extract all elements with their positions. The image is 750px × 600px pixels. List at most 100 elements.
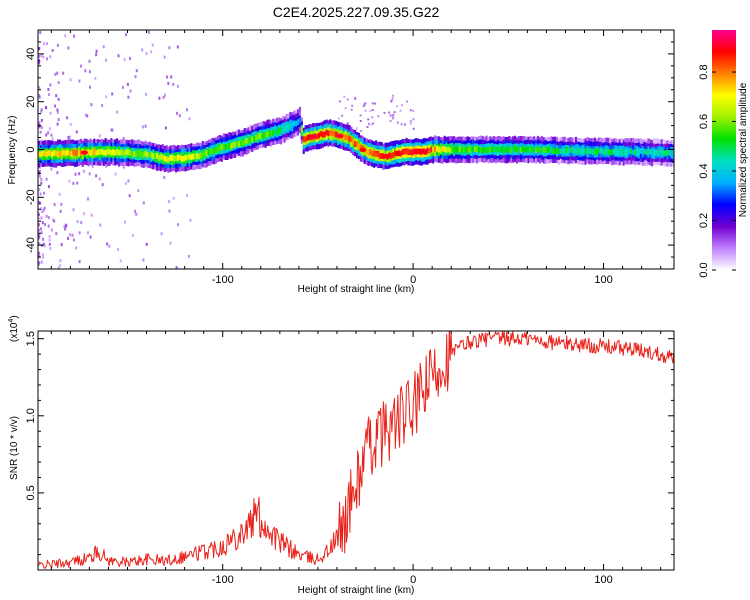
spectrogram-cell [300, 126, 303, 133]
spectrogram-noise-cell [57, 266, 60, 269]
spectrogram-cell [493, 146, 496, 153]
spectrogram-cell [508, 146, 511, 153]
spectrogram-cell [611, 149, 614, 155]
spectrogram-noise-cell [65, 224, 68, 228]
spectrogram-cell [599, 147, 602, 154]
spectrogram-noise-cell [64, 34, 67, 38]
spectrogram-noise-cell [362, 105, 365, 108]
spectrogram-cell [380, 153, 383, 159]
spectrogram-cell [45, 151, 48, 158]
spectrogram-cell [283, 124, 286, 131]
spectrogram-noise-cell [396, 121, 399, 124]
spectrogram-noise-cell [69, 78, 72, 82]
snr-marks [38, 331, 674, 569]
spectrogram-noise-cell [47, 216, 50, 220]
spectrogram-cell [131, 151, 134, 158]
spectrogram-noise-cell [39, 192, 42, 196]
spectrogram-noise-cell [59, 264, 62, 268]
spectrogram-cell [64, 150, 67, 157]
spectrogram-cell [614, 148, 618, 155]
spectrogram-noise-cell [80, 221, 83, 225]
spectrogram-cell [129, 150, 132, 156]
spectrogram-noise-cell [360, 130, 363, 132]
spectrogram-noise-cell [82, 212, 85, 216]
spectrogram-cell [563, 148, 566, 155]
spectrogram-cell [514, 145, 517, 152]
spectrogram-cell [329, 129, 332, 136]
spectrogram-noise-cell [42, 255, 45, 259]
spectrogram-noise-cell [40, 125, 43, 129]
spectrogram-noise-cell [124, 220, 126, 224]
spectrogram-noise-cell [40, 178, 43, 181]
spectrogram-noise-cell [38, 175, 41, 178]
spectrogram-ytick-label: -40 [25, 237, 37, 253]
spectrogram-noise-cell [45, 42, 48, 46]
spectrogram-noise-cell [374, 102, 377, 105]
spectrogram-cell [154, 153, 157, 159]
spectrogram-cell [356, 141, 359, 147]
colorbar-tick-label: 0.6 [698, 114, 710, 129]
spectrogram-cell [119, 149, 122, 156]
spectrogram-noise-cell [54, 104, 57, 108]
spectrogram-cell [178, 154, 181, 161]
spectrogram-noise-cell [73, 34, 76, 38]
spectrogram-cell [426, 147, 429, 154]
spectrogram-cell [100, 148, 103, 155]
spectrogram-cell [123, 150, 126, 157]
spectrogram-cell [630, 148, 633, 155]
spectrogram-noise-cell [38, 59, 40, 63]
spectrogram-noise-cell [117, 54, 120, 58]
spectrogram-noise-cell [119, 259, 122, 263]
spectrogram-cell [213, 147, 216, 154]
spectrogram-noise-cell [188, 117, 191, 121]
spectrogram-cell [228, 143, 231, 149]
spectrogram-noise-cell [40, 227, 42, 231]
spectrogram-noise-cell [75, 246, 78, 250]
spectrogram-cell [211, 148, 214, 155]
spectrogram-cell [53, 149, 56, 156]
spectrogram-cell [447, 146, 450, 153]
spectrogram-noise-cell [359, 120, 362, 122]
spectrogram-cell [533, 146, 536, 153]
spectrogram-cell [666, 149, 669, 156]
snr-scale-exponent: 4 [8, 319, 15, 323]
spectrogram-peak [403, 149, 410, 155]
spectrogram-cell [571, 147, 574, 153]
spectrogram-cell [175, 155, 178, 162]
spectrogram-noise-cell [56, 71, 59, 75]
spectrogram-noise-cell [76, 181, 79, 185]
spectrogram-cell [295, 120, 298, 127]
spectrogram-noise-cell [42, 208, 45, 212]
spectrogram-cell [140, 151, 143, 158]
spectrogram-cell [567, 148, 570, 154]
spectrogram-noise-cell [117, 248, 120, 251]
spectrogram-ytick-label: 0 [25, 146, 37, 152]
spectrogram-ytick-label: 20 [25, 96, 37, 108]
spectrogram-cell [378, 153, 381, 159]
spectrogram-noise-cell [123, 58, 126, 62]
spectrogram-noise-cell [48, 93, 50, 96]
spectrogram-noise-cell [47, 131, 50, 135]
spectrogram-cell [272, 130, 275, 136]
spectrogram-noise-cell [56, 171, 59, 175]
spectrogram-cell [586, 147, 589, 154]
spectrogram-noise-cell [369, 109, 372, 112]
spectrogram-noise-cell [125, 33, 127, 37]
spectrogram-cell [443, 146, 446, 153]
spectrogram-cell [639, 148, 642, 154]
spectrogram-cell [192, 153, 195, 160]
spectrogram-noise-cell [168, 46, 171, 50]
spectrogram-noise-cell [47, 185, 50, 189]
spectrogram-cell [573, 147, 576, 154]
spectrogram-noise-cell [72, 181, 75, 185]
spectrogram-cell [188, 153, 191, 160]
spectrogram-cell [76, 149, 79, 155]
spectrogram-cell [79, 150, 82, 156]
spectrogram-cell [335, 131, 338, 138]
spectrogram-cell [359, 144, 362, 151]
spectrogram-noise-cell [141, 48, 144, 52]
spectrogram-cell [466, 147, 469, 153]
spectrogram-noise-cell [72, 238, 75, 242]
spectrogram-cell [580, 148, 583, 155]
spectrogram-noise-cell [68, 179, 71, 183]
